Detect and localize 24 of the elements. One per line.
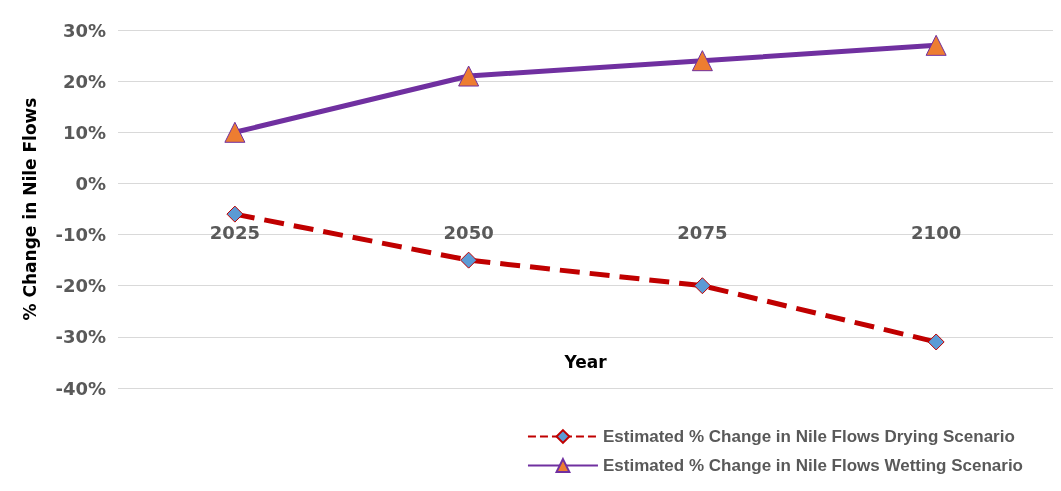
y-tick-label: 20% (62, 70, 106, 92)
point (224, 121, 246, 143)
y-tick-label: 0% (75, 172, 106, 194)
x-tick-label: 2025 (209, 221, 260, 243)
point (226, 205, 244, 223)
x-tick-label: 2100 (911, 221, 962, 243)
point (458, 65, 480, 87)
point (927, 333, 945, 351)
y-axis-title: % Change in Nile Flows (19, 97, 40, 321)
y-tick-label: -30% (55, 326, 106, 348)
y-tick-label: -10% (55, 224, 106, 246)
legend-label: Estimated % Change in Nile Flows Wetting Scenario (602, 456, 1024, 475)
x-axis-title: Year (563, 351, 608, 372)
y-tick-label: 10% (62, 121, 106, 143)
point (691, 50, 713, 72)
x-tick-label: 2075 (677, 221, 728, 243)
point (460, 251, 478, 269)
y-tick-label: -20% (55, 275, 106, 297)
x-tick-label: 2050 (443, 221, 494, 243)
point (925, 34, 947, 56)
legend-label: Estimated % Change in Nile Flows Drying Scenario (602, 427, 1015, 446)
y-tick-label: 30% (62, 19, 106, 41)
y-tick-label: -40% (55, 377, 106, 399)
point (693, 277, 711, 295)
